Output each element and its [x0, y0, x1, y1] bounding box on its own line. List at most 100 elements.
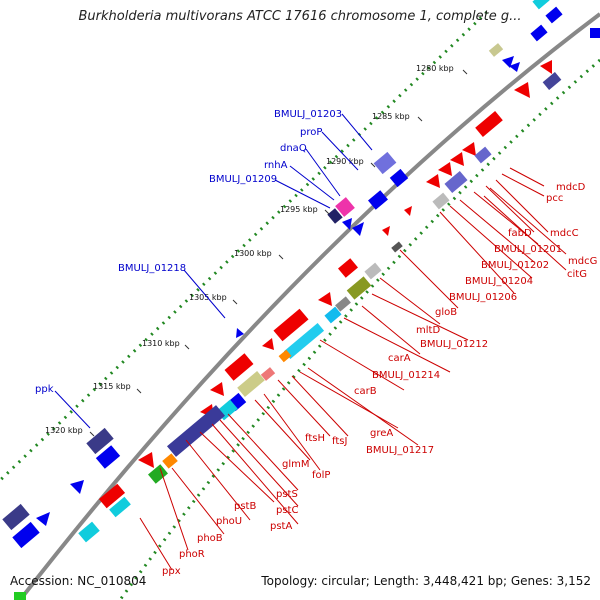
- gene-label[interactable]: pstB: [234, 501, 256, 512]
- forward-feature[interactable]: [509, 62, 520, 72]
- gene-label[interactable]: BMULJ_01217: [366, 445, 434, 456]
- reverse-feature[interactable]: [14, 592, 26, 600]
- reverse-feature[interactable]: [450, 152, 464, 166]
- forward-feature[interactable]: [488, 43, 504, 57]
- reverse-feature[interactable]: [210, 382, 224, 396]
- gene-label[interactable]: mdcD: [556, 182, 586, 193]
- gene-label[interactable]: pstS: [276, 489, 298, 500]
- forward-feature[interactable]: [2, 503, 30, 531]
- reverse-feature[interactable]: [338, 258, 358, 278]
- gene-label[interactable]: carB: [354, 386, 377, 397]
- reverse-feature[interactable]: [462, 142, 476, 156]
- forward-leader-lines: [54, 113, 373, 429]
- gene-label[interactable]: phoB: [197, 533, 223, 544]
- reverse-feature[interactable]: [346, 276, 372, 300]
- forward-feature[interactable]: [236, 328, 244, 338]
- forward-feature[interactable]: [590, 28, 600, 38]
- reverse-feature[interactable]: [444, 170, 468, 194]
- reverse-feature[interactable]: [260, 367, 276, 381]
- gene-label[interactable]: BMULJ_01201: [494, 244, 562, 255]
- reverse-feature[interactable]: [318, 292, 332, 306]
- gene-label[interactable]: BMULJ_01209: [209, 174, 277, 185]
- gene-label[interactable]: BMULJ_01212: [420, 339, 488, 350]
- forward-feature[interactable]: [86, 427, 114, 455]
- reverse-feature[interactable]: [98, 483, 126, 509]
- reverse-feature[interactable]: [542, 72, 562, 90]
- reverse-feature[interactable]: [262, 338, 274, 350]
- forward-feature[interactable]: [545, 6, 563, 24]
- forward-feature[interactable]: [342, 218, 352, 230]
- gene-label[interactable]: folP: [312, 470, 330, 481]
- reverse-feature[interactable]: [166, 405, 226, 457]
- reverse-feature[interactable]: [432, 192, 450, 210]
- reverse-feature[interactable]: [273, 308, 309, 342]
- forward-feature[interactable]: [502, 56, 514, 68]
- forward-feature[interactable]: [70, 480, 84, 494]
- reverse-feature[interactable]: [474, 146, 492, 164]
- reverse-feature[interactable]: [391, 241, 403, 253]
- reverse-feature[interactable]: [364, 262, 382, 280]
- reverse-feature[interactable]: [514, 82, 530, 98]
- gene-label[interactable]: citG: [567, 269, 587, 280]
- reverse-feature[interactable]: [426, 174, 440, 188]
- gene-label[interactable]: ftsJ: [332, 436, 347, 447]
- forward-feature[interactable]: [335, 197, 355, 217]
- reverse-feature[interactable]: [335, 296, 351, 312]
- gene-label[interactable]: ppx: [162, 566, 181, 577]
- gene-label[interactable]: rnhA: [264, 160, 288, 171]
- reverse-feature[interactable]: [324, 306, 342, 324]
- gene-label[interactable]: gloB: [435, 307, 457, 318]
- forward-feature[interactable]: [373, 151, 397, 175]
- reverse-feature[interactable]: [475, 111, 503, 137]
- forward-feature[interactable]: [95, 445, 121, 469]
- gene-label[interactable]: carA: [388, 353, 411, 364]
- gene-label[interactable]: BMULJ_01218: [118, 263, 186, 274]
- reverse-feature[interactable]: [382, 226, 390, 236]
- gene-label[interactable]: mdcC: [550, 228, 579, 239]
- reverse-feature[interactable]: [109, 496, 131, 518]
- gene-label[interactable]: ppk: [35, 384, 54, 395]
- gene-label[interactable]: mdcG: [568, 256, 597, 267]
- reverse-feature[interactable]: [404, 206, 412, 216]
- forward-feature[interactable]: [368, 190, 388, 210]
- reverse-feature[interactable]: [224, 353, 254, 381]
- forward-feature[interactable]: [389, 168, 409, 188]
- accession-text: Accession: NC_010804: [10, 574, 147, 588]
- forward-feature[interactable]: [36, 512, 50, 526]
- gene-label[interactable]: mltD: [416, 325, 440, 336]
- forward-strand-features: [2, 0, 600, 549]
- gene-label[interactable]: proP: [300, 127, 322, 138]
- forward-feature[interactable]: [352, 222, 364, 236]
- gene-label[interactable]: pcc: [546, 193, 563, 204]
- reverse-feature[interactable]: [278, 349, 292, 363]
- gene-label[interactable]: BMULJ_01214: [372, 370, 440, 381]
- reverse-feature[interactable]: [162, 453, 178, 469]
- gene-label[interactable]: pstA: [270, 521, 292, 532]
- gene-label[interactable]: BMULJ_01202: [481, 260, 549, 271]
- forward-feature[interactable]: [12, 521, 40, 549]
- gene-label[interactable]: phoU: [216, 516, 242, 527]
- reverse-feature[interactable]: [237, 371, 265, 397]
- reverse-feature[interactable]: [78, 521, 100, 543]
- reverse-feature[interactable]: [540, 60, 552, 74]
- reverse-feature[interactable]: [283, 323, 325, 359]
- forward-feature[interactable]: [530, 24, 548, 42]
- gene-label[interactable]: dnaQ: [280, 143, 307, 154]
- gene-label[interactable]: BMULJ_01203: [274, 109, 342, 120]
- gene-label[interactable]: fabD: [508, 228, 532, 239]
- gene-label[interactable]: ftsH: [305, 433, 325, 444]
- reverse-feature[interactable]: [138, 452, 154, 468]
- forward-feature[interactable]: [532, 0, 550, 10]
- gene-label[interactable]: greA: [370, 428, 393, 439]
- gene-label[interactable]: phoR: [179, 549, 205, 560]
- gene-label[interactable]: pstC: [276, 505, 298, 516]
- reverse-gene-labels: mdcD pcc mdcC fabD mdcG BMULJ_01201 citG…: [162, 182, 597, 577]
- reverse-feature[interactable]: [438, 162, 452, 176]
- gene-label[interactable]: BMULJ_01204: [465, 276, 533, 287]
- gene-label[interactable]: BMULJ_01206: [449, 292, 517, 303]
- reverse-strand-features: [14, 60, 562, 600]
- forward-feature[interactable]: [327, 208, 343, 224]
- reverse-feature[interactable]: [148, 464, 168, 484]
- gene-label[interactable]: glmM: [282, 459, 310, 470]
